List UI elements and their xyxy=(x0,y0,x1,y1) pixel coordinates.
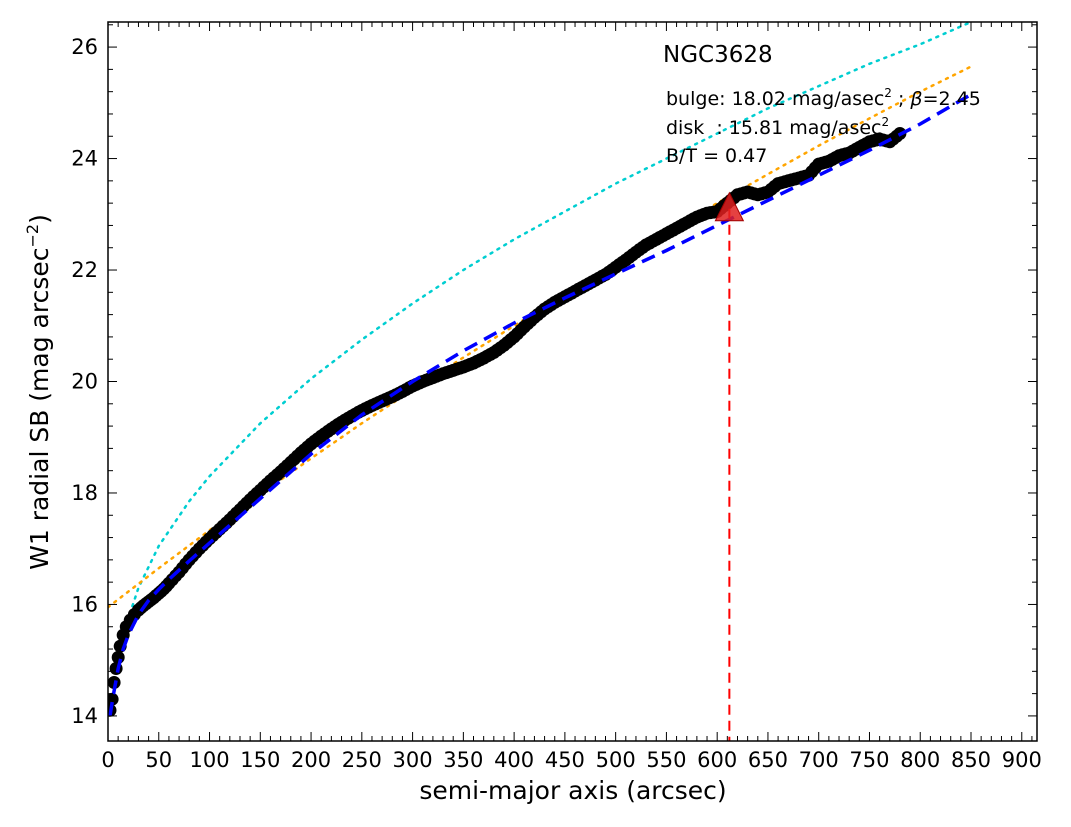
x-tick-label: 450 xyxy=(545,748,585,772)
y-axis-title: W1 radial SB (mag arcsec−2) xyxy=(23,214,54,570)
y-tick-label: 18 xyxy=(71,481,98,505)
bulge-component-line xyxy=(116,22,973,662)
x-tick-label: 250 xyxy=(342,748,382,772)
x-tick-label: 0 xyxy=(101,748,114,772)
marker-triangle xyxy=(714,191,745,222)
x-axis-title: semi-major axis (arcsec) xyxy=(419,776,726,805)
y-tick-label: 14 xyxy=(71,704,98,728)
x-tick-label: 200 xyxy=(291,748,331,772)
x-tick-label: 300 xyxy=(393,748,433,772)
x-tick-label: 400 xyxy=(494,748,534,772)
bulge-annotation: bulge: 18.02 mag/asec2 ; β=2.45 xyxy=(666,86,981,110)
x-tick-label: 100 xyxy=(189,748,229,772)
y-tick-label: 22 xyxy=(71,258,98,282)
y-tick-label: 24 xyxy=(71,147,98,171)
x-tick-label: 750 xyxy=(849,748,889,772)
x-tick-label: 850 xyxy=(951,748,991,772)
x-tick-label: 650 xyxy=(748,748,788,772)
x-tick-label: 500 xyxy=(596,748,636,772)
x-tick-label: 700 xyxy=(799,748,839,772)
x-tick-label: 550 xyxy=(646,748,686,772)
disk-component-line xyxy=(108,65,973,609)
x-tick-label: 900 xyxy=(1002,748,1042,772)
x-tick-label: 600 xyxy=(697,748,737,772)
disk-annotation: disk : 15.81 mag/asec2 xyxy=(666,115,889,139)
plot-frame xyxy=(107,21,1038,742)
x-tick-label: 800 xyxy=(900,748,940,772)
y-tick-label: 16 xyxy=(71,592,98,616)
y-tick-label: 26 xyxy=(71,35,98,59)
galaxy-name: NGC3628 xyxy=(663,42,773,68)
x-tick-label: 150 xyxy=(240,748,280,772)
bt-annotation: B/T = 0.47 xyxy=(666,145,767,167)
total-fit-line xyxy=(108,92,972,717)
y-tick-label: 20 xyxy=(71,370,98,394)
x-tick-label: 50 xyxy=(145,748,172,772)
x-tick-label: 350 xyxy=(443,748,483,772)
